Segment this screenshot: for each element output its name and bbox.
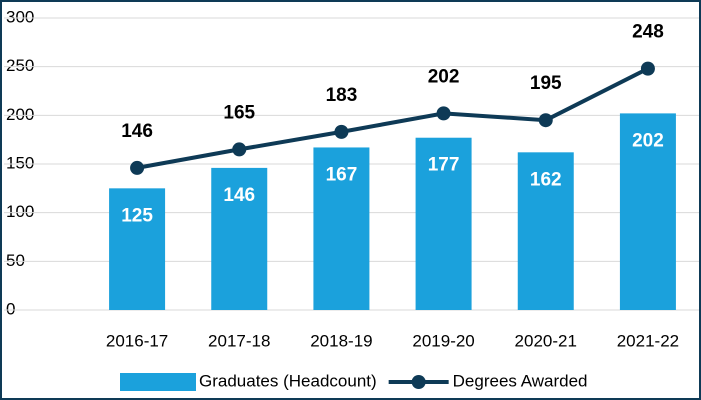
y-tick-label: 150 <box>6 153 34 172</box>
legend-swatch <box>120 373 196 391</box>
y-tick-label: 100 <box>6 202 34 221</box>
bar-value-label: 125 <box>121 205 153 226</box>
bar <box>109 188 166 310</box>
bar-value-label: 177 <box>428 155 460 176</box>
line-marker <box>436 106 451 121</box>
line-marker <box>640 61 655 76</box>
bar <box>619 113 676 311</box>
line-marker <box>232 142 247 157</box>
x-tick-label: 2016-17 <box>106 331 168 350</box>
line-marker <box>538 113 553 128</box>
y-tick-label: 300 <box>6 7 34 26</box>
line-value-label: 248 <box>632 22 664 43</box>
x-tick-label: 2018-19 <box>310 331 372 350</box>
x-tick-label: 2017-18 <box>208 331 270 350</box>
line-marker <box>130 160 145 175</box>
line-value-label: 146 <box>121 121 153 142</box>
y-tick-label: 250 <box>6 56 34 75</box>
y-tick-label: 50 <box>6 251 25 270</box>
x-tick-label: 2021-22 <box>617 331 679 350</box>
line <box>136 66 649 170</box>
bar-value-label: 162 <box>530 169 562 190</box>
bar-value-label: 146 <box>223 185 255 206</box>
legend-marker <box>411 375 426 389</box>
bar-value-label: 202 <box>632 130 664 151</box>
bar <box>415 137 472 310</box>
legend-label: Degrees Awarded <box>453 371 588 390</box>
bar <box>313 147 370 310</box>
x-tick-label: 2020-21 <box>515 331 577 350</box>
bar <box>517 152 574 310</box>
line-value-label: 165 <box>223 102 255 123</box>
line-value-label: 195 <box>530 73 562 94</box>
x-tick-label: 2019-20 <box>412 331 474 350</box>
y-tick-label: 200 <box>6 105 34 124</box>
bar <box>211 167 268 310</box>
line-value-label: 183 <box>326 85 358 106</box>
legend-label: Graduates (Headcount) <box>199 371 377 390</box>
line-marker <box>334 124 349 139</box>
line-value-label: 202 <box>428 66 460 87</box>
y-tick-label: 0 <box>6 299 15 318</box>
bar-value-label: 167 <box>326 164 358 185</box>
